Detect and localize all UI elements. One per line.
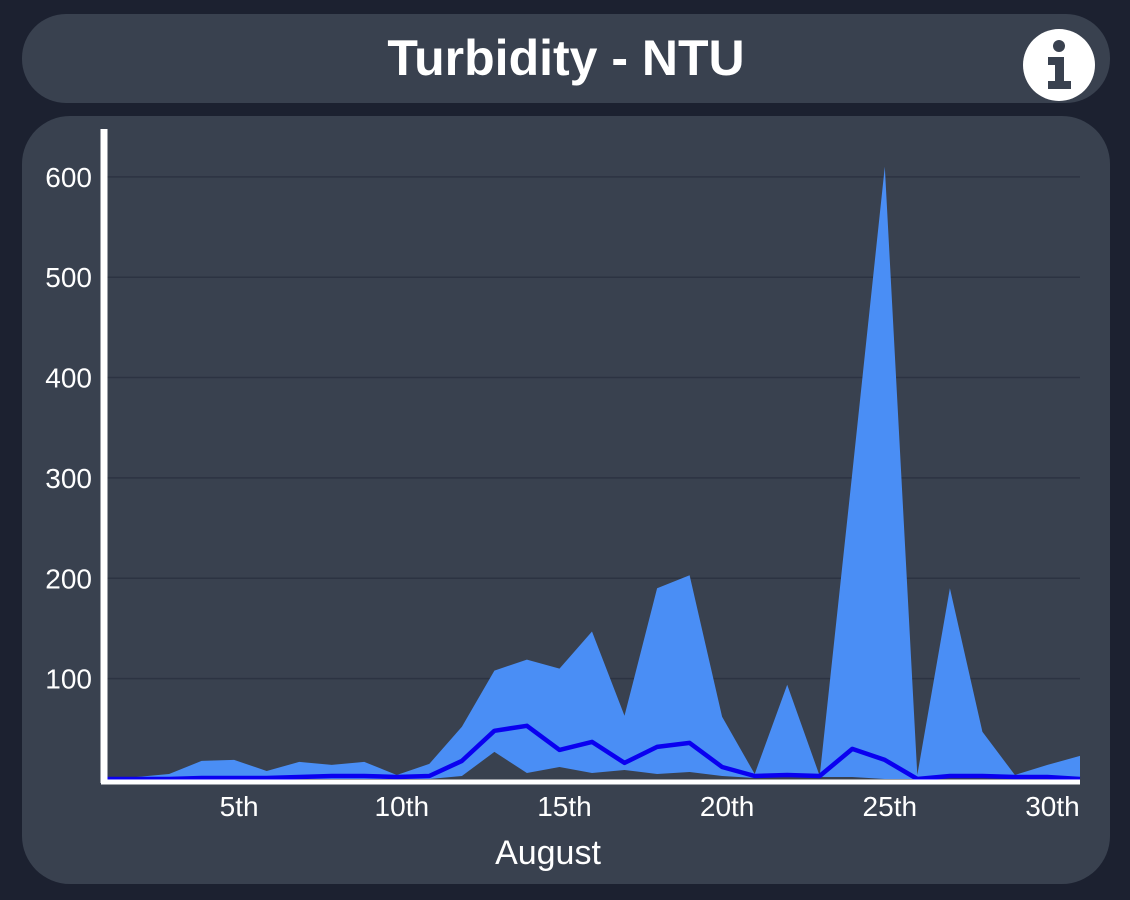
chart-header: Turbidity - NTU: [22, 14, 1110, 103]
average-line-path: [104, 723, 1081, 782]
info-button[interactable]: [1023, 29, 1095, 101]
min-max-band: [104, 166, 1080, 780]
axes: [100, 129, 1080, 785]
x-tick-label-30th: 30th: [1025, 791, 1080, 822]
y-tick-label-200: 200: [45, 563, 92, 594]
info-icon: [1048, 40, 1071, 89]
x-tick-label-10th: 10th: [375, 791, 430, 822]
x-tick-label-15th: 15th: [537, 791, 592, 822]
chart-panel: 100 200 300 400 500 600 5th 10th 15th 20th 25th 30…: [22, 116, 1110, 884]
grid-lines: [104, 176, 1080, 680]
turbidity-chart: 100 200 300 400 500 600 5th 10th 15th 20th 25th 30…: [45, 129, 1081, 872]
y-tick-label-100: 100: [45, 664, 92, 695]
x-tick-labels: 5th 10th 15th 20th 25th 30th: [220, 791, 1080, 822]
average-line: [104, 723, 1081, 782]
y-tick-label-500: 500: [45, 262, 92, 293]
range-band: [104, 166, 1080, 780]
x-axis-label: August: [495, 834, 601, 872]
x-tick-label-5th: 5th: [220, 791, 259, 822]
y-tick-label-400: 400: [45, 363, 92, 394]
y-tick-label-300: 300: [45, 463, 92, 494]
x-tick-label-20th: 20th: [700, 791, 755, 822]
y-tick-labels: 100 200 300 400 500 600: [45, 162, 92, 695]
chart-title: Turbidity - NTU: [387, 30, 745, 86]
y-tick-label-600: 600: [45, 162, 92, 193]
x-tick-label-25th: 25th: [863, 791, 918, 822]
